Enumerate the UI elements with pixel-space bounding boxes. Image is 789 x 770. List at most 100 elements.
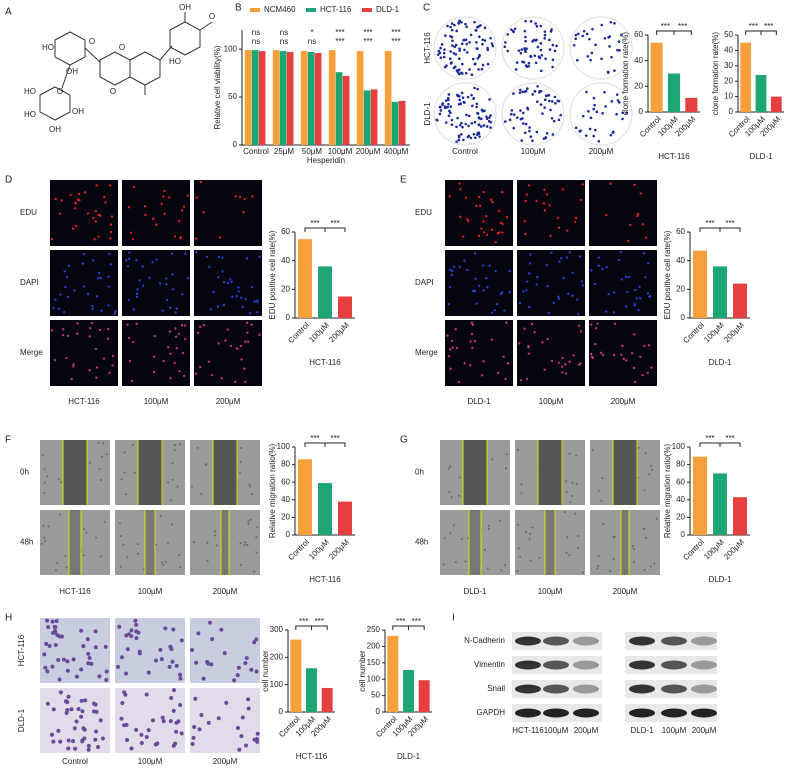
cell [239, 542, 242, 545]
atom-label: O [110, 87, 116, 96]
cell [176, 485, 179, 488]
cell [565, 480, 568, 483]
cell [644, 452, 647, 455]
cell [612, 558, 615, 561]
significance: *** [678, 22, 687, 31]
colony [465, 51, 469, 54]
y-tick-label: 20 [676, 284, 685, 293]
legend-label: DLD-1 [376, 5, 400, 14]
band [543, 660, 569, 670]
col-label: 200μM [213, 587, 238, 596]
cell [117, 624, 122, 629]
colony [470, 93, 473, 97]
cell [59, 293, 62, 296]
colony [510, 28, 513, 31]
cell [520, 492, 523, 495]
cell [579, 330, 583, 333]
cell [139, 732, 144, 737]
cell [449, 532, 452, 535]
cell [232, 678, 237, 683]
cell [98, 467, 101, 470]
band [691, 660, 717, 670]
cell [546, 337, 549, 341]
cell [146, 670, 151, 675]
colony [618, 49, 621, 52]
cell [607, 292, 610, 296]
col-label: HCT-116 [59, 587, 91, 596]
cell [243, 340, 247, 343]
cell [44, 540, 47, 543]
cell [166, 542, 169, 545]
x-tick-label: Control [286, 537, 311, 562]
cell [163, 626, 168, 631]
colony [591, 27, 594, 31]
cell [597, 264, 600, 267]
y-tick-label: 0 [681, 530, 686, 539]
cell [171, 708, 176, 713]
colony [607, 71, 610, 74]
cell [86, 743, 91, 748]
cell [152, 217, 155, 220]
colony [461, 125, 464, 129]
y-tick-label: 50 [724, 30, 733, 39]
cell [213, 530, 216, 533]
colony [621, 117, 624, 121]
cell [237, 747, 242, 752]
cell [601, 353, 605, 357]
bar [286, 52, 294, 145]
cell [95, 366, 99, 369]
significance: *** [363, 28, 372, 37]
cell [66, 738, 71, 743]
cell [79, 698, 84, 703]
bar [356, 51, 364, 146]
colony [453, 45, 456, 49]
image [190, 618, 260, 683]
cell [653, 562, 656, 565]
cell [155, 543, 158, 546]
colony [511, 29, 515, 33]
colony [450, 28, 454, 32]
bar [279, 51, 287, 146]
cell [143, 205, 147, 208]
y-tick-label: 40 [676, 495, 685, 504]
cell [643, 489, 646, 492]
row-label: DLD-1 [17, 708, 26, 732]
cell [171, 523, 174, 526]
colony [471, 57, 475, 61]
colony [584, 134, 588, 137]
colony [442, 51, 446, 55]
cell [174, 327, 177, 330]
cell [565, 551, 568, 554]
x-tick-label: 200μM [356, 147, 381, 156]
y-tick-label: 0 [279, 707, 284, 716]
cell [193, 696, 198, 701]
cell [144, 692, 149, 697]
cell [254, 637, 259, 642]
cell [221, 256, 224, 259]
bracket [392, 625, 409, 630]
cell [572, 354, 575, 357]
cell [452, 265, 456, 269]
cell [525, 193, 528, 196]
band [691, 708, 717, 718]
x-tick-label: 200μM [722, 537, 746, 561]
bar [298, 459, 312, 535]
cell [527, 184, 531, 187]
colony [436, 53, 440, 56]
colony [457, 138, 461, 142]
bracket [295, 625, 312, 630]
colony [486, 62, 490, 66]
scratch [613, 440, 637, 505]
colony [518, 91, 522, 95]
cell [217, 276, 220, 279]
colony [529, 135, 533, 138]
colony [490, 42, 494, 45]
cell [459, 215, 462, 219]
cell [240, 715, 245, 720]
band [661, 708, 687, 718]
y-axis-label: clone formation rate(%) [711, 32, 720, 115]
cell [135, 259, 138, 262]
cell [181, 351, 185, 355]
cell [159, 657, 164, 662]
bar [755, 75, 767, 112]
